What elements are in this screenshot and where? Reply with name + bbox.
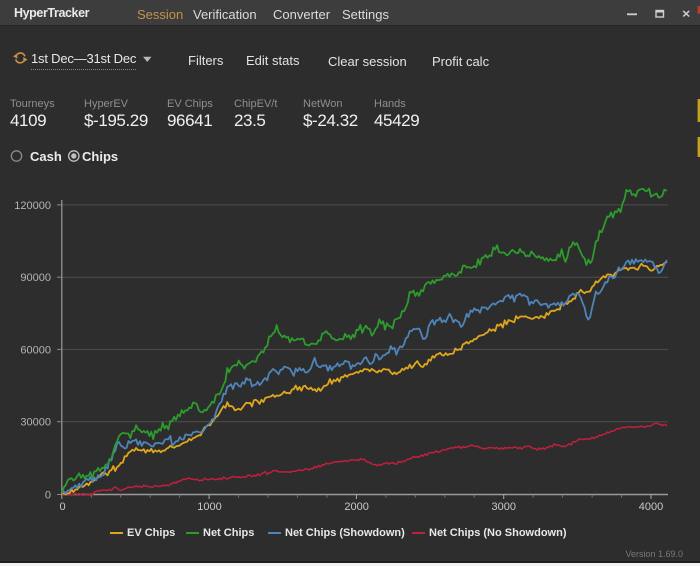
svg-text:30000: 30000 xyxy=(20,417,51,429)
svg-text:3000: 3000 xyxy=(492,501,516,513)
svg-text:0: 0 xyxy=(45,490,51,502)
svg-text:1000: 1000 xyxy=(197,501,221,513)
svg-text:120000: 120000 xyxy=(14,200,51,212)
svg-text:60000: 60000 xyxy=(20,344,51,356)
svg-text:0: 0 xyxy=(59,501,65,513)
svg-text:90000: 90000 xyxy=(20,272,51,284)
svg-text:2000: 2000 xyxy=(344,501,368,513)
svg-text:4000: 4000 xyxy=(639,501,663,513)
